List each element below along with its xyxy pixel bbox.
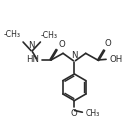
Text: N: N [28, 41, 35, 50]
Text: O: O [71, 109, 78, 118]
Text: CH₃: CH₃ [86, 109, 100, 118]
Text: -CH₃: -CH₃ [4, 30, 21, 39]
Text: O: O [104, 39, 111, 48]
Text: HN: HN [26, 55, 39, 64]
Text: N: N [71, 51, 78, 60]
Text: -CH₃: -CH₃ [40, 31, 57, 40]
Text: O: O [58, 40, 65, 49]
Text: OH: OH [109, 55, 122, 64]
